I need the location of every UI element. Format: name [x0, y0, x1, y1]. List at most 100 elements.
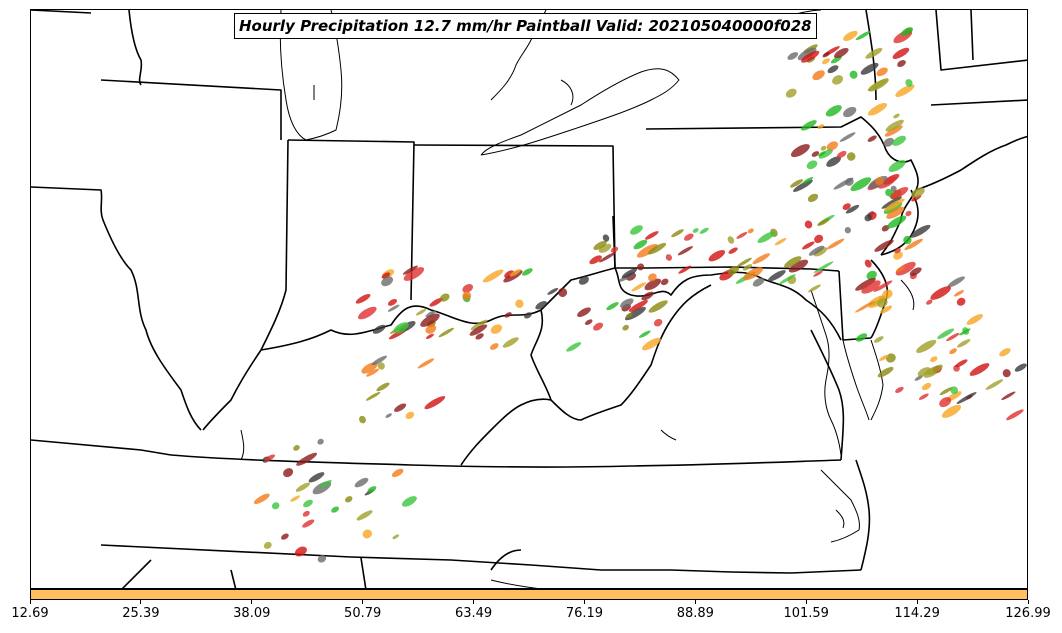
precip-cell — [822, 58, 830, 65]
precip-cell — [469, 324, 488, 336]
precip-cell — [504, 312, 512, 318]
precip-cell — [637, 263, 645, 271]
precip-cell — [959, 328, 971, 336]
precip-cell — [636, 244, 658, 258]
precip-cell — [842, 203, 851, 211]
precip-cell — [793, 179, 813, 192]
precip-cell — [403, 267, 425, 281]
precip-cell — [909, 267, 922, 276]
precip-cell — [743, 266, 764, 281]
precip-cell — [843, 106, 857, 118]
precip-cell — [921, 382, 932, 391]
precip-cell — [317, 554, 327, 563]
precip-cell — [820, 145, 827, 151]
precip-cell — [939, 387, 953, 396]
precip-cell — [850, 177, 872, 192]
precip-cell — [883, 137, 895, 147]
precip-cell — [956, 392, 977, 404]
precip-cell — [927, 364, 943, 376]
precip-cell — [354, 477, 369, 488]
precip-cell — [867, 78, 889, 92]
precip-cell — [727, 265, 740, 275]
precip-cell — [874, 239, 894, 252]
colorbar-tick-label: 12.69 — [11, 606, 49, 621]
precip-cell — [708, 250, 726, 262]
precip-cell — [371, 355, 388, 366]
precip-cell — [665, 254, 673, 261]
precip-cell — [881, 196, 902, 209]
precip-cell — [638, 330, 651, 338]
precip-cell — [644, 278, 662, 291]
precip-cell — [888, 160, 906, 172]
precip-cell — [985, 379, 1004, 390]
map-canvas — [31, 10, 1027, 588]
coastlines — [240, 10, 915, 588]
precip-cell — [558, 288, 568, 297]
precip-cell — [895, 84, 915, 97]
precip-cell — [884, 198, 905, 212]
precip-cell — [801, 120, 817, 131]
precip-cell — [903, 235, 912, 245]
precip-cell — [621, 268, 638, 279]
precip-cell — [890, 185, 897, 193]
colorbar-tick — [29, 600, 31, 604]
precip-cell — [878, 176, 897, 189]
precip-cell — [577, 307, 591, 317]
precip-cell — [874, 336, 884, 343]
precip-cell — [598, 243, 612, 253]
precip-cell — [855, 301, 875, 313]
precip-cell — [953, 290, 965, 297]
precip-cell — [625, 312, 633, 319]
precip-cell — [790, 179, 804, 188]
precip-cell — [893, 113, 900, 119]
precip-cell — [376, 382, 390, 392]
precip-cell — [387, 298, 398, 306]
precip-cell — [642, 337, 661, 351]
precip-cell — [302, 519, 315, 528]
precip-cell — [814, 234, 824, 244]
precip-cell — [385, 413, 392, 418]
precip-cell — [806, 160, 818, 170]
precip-cell — [867, 102, 888, 116]
precip-cell — [296, 452, 318, 466]
precip-cell — [462, 283, 474, 293]
precip-cell — [752, 277, 765, 287]
colorbar-tick-label: 76.19 — [565, 606, 604, 621]
precip-cell — [917, 367, 931, 377]
precip-cell — [589, 255, 602, 265]
precip-cell — [736, 257, 752, 267]
colorbar-tick — [473, 600, 475, 604]
precip-cell — [947, 276, 965, 288]
precip-cell — [822, 52, 830, 58]
precip-cell — [641, 291, 654, 301]
precip-cell — [855, 277, 876, 291]
precip-cell — [817, 218, 830, 227]
precip-cell — [405, 411, 415, 420]
colorbar-tick — [362, 600, 364, 604]
precipitation-paintball-layer — [253, 27, 1027, 563]
precip-cell — [633, 239, 648, 250]
map-title: Hourly Precipitation 12.7 mm/hr Paintbal… — [234, 13, 817, 39]
precip-cell — [392, 534, 400, 540]
precip-cell — [425, 333, 434, 340]
precip-cell — [879, 354, 889, 361]
precip-cell — [578, 276, 589, 285]
precip-cell — [876, 67, 888, 77]
colorbar-tick — [140, 600, 142, 604]
precip-cell — [362, 529, 373, 539]
precip-cell — [956, 297, 966, 306]
precip-cell — [319, 480, 332, 488]
colorbar-tick-label: 38.09 — [233, 606, 271, 621]
precip-cell — [885, 119, 904, 132]
precip-cell — [882, 289, 893, 299]
precip-cell — [827, 65, 839, 74]
precip-cell — [692, 228, 699, 233]
precip-cell — [817, 124, 825, 130]
precip-cell — [622, 324, 629, 331]
precip-cell — [812, 70, 825, 81]
precip-cell — [439, 293, 450, 302]
precip-cell — [475, 333, 484, 340]
precip-cell — [387, 304, 400, 312]
precip-cell — [253, 493, 270, 504]
precip-cell — [867, 135, 877, 142]
